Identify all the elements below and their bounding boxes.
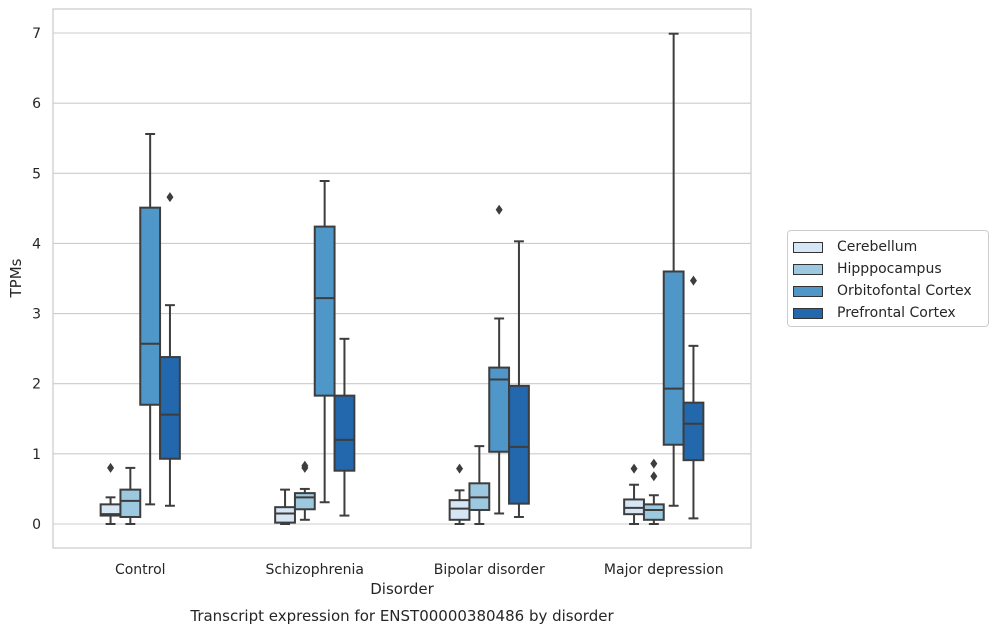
legend-item-prefrontal-cortex: Prefrontal Cortex [793,302,988,324]
y-tick-label: 7 [32,26,41,42]
legend-swatch [793,307,823,319]
outlier-point [630,463,638,474]
box [159,192,181,507]
y-tick-label: 6 [32,96,41,112]
box [448,463,471,525]
boxes [99,32,705,525]
legend-swatch [793,285,823,297]
legend-item-cerebellum: Cerebellum [793,236,988,258]
outlier-point [301,460,309,471]
box-body [293,492,316,511]
x-tick-label: Bipolar disorder [434,562,545,578]
x-axis-label: Disorder [370,580,434,598]
box-body [623,498,645,516]
x-tick-label: Control [115,562,166,578]
box-body [313,225,336,397]
box [508,240,530,518]
y-tick-label: 1 [32,447,41,463]
x-tick-label: Major depression [604,562,724,578]
box-body [642,503,665,521]
y-tick-label: 5 [32,166,41,182]
legend-label: Orbitofontal Cortex [837,283,972,299]
box [274,488,296,525]
box-body [448,499,471,521]
box [333,337,356,517]
outlier-point [495,204,503,215]
outlier-point [689,275,697,286]
y-tick-label: 4 [32,236,41,252]
y-tick-label: 0 [32,517,41,533]
legend: Cerebellum Hipppocampus Orbitofontal Cor… [787,230,989,327]
y-tick-label: 3 [32,307,41,323]
box-body [662,270,685,446]
legend-label: Cerebellum [837,239,918,255]
box-body [682,401,705,462]
box-body [139,206,162,406]
legend-label: Hipppocampus [837,261,942,277]
box-body [274,506,296,524]
outlier-point [650,458,658,469]
box [488,204,511,515]
box-body [333,394,356,472]
outlier-point [456,463,464,474]
box [642,458,665,525]
chart-caption: Transcript expression for ENST0000038048… [190,607,614,625]
x-tick-label: Schizophrenia [266,562,364,578]
box [313,180,336,504]
outlier-point [650,471,658,482]
legend-swatch [793,241,823,253]
box [139,133,162,506]
box-body [119,488,142,518]
box [119,466,142,525]
x-tick-labels: Control Schizophrenia Bipolar disorder Majo… [115,562,724,578]
box [468,445,491,525]
box-body [159,356,181,460]
box [662,32,685,507]
box [623,463,645,525]
box-body [508,384,530,505]
legend-swatch [793,263,823,275]
plot-frame [52,8,752,549]
legend-item-hippocampus: Hipppocampus [793,258,988,280]
legend-label: Prefrontal Cortex [837,305,956,321]
box [293,460,316,521]
box [99,462,122,525]
legend-item-orbitofrontal-cortex: Orbitofontal Cortex [793,280,988,302]
y-tick-label: 2 [32,377,41,393]
y-tick-labels: 0 1 2 3 4 5 6 7 [32,26,41,533]
outlier-point [166,192,174,203]
box [682,275,705,520]
outlier-point [107,462,115,473]
y-axis-label-text: TPMs [7,258,25,298]
